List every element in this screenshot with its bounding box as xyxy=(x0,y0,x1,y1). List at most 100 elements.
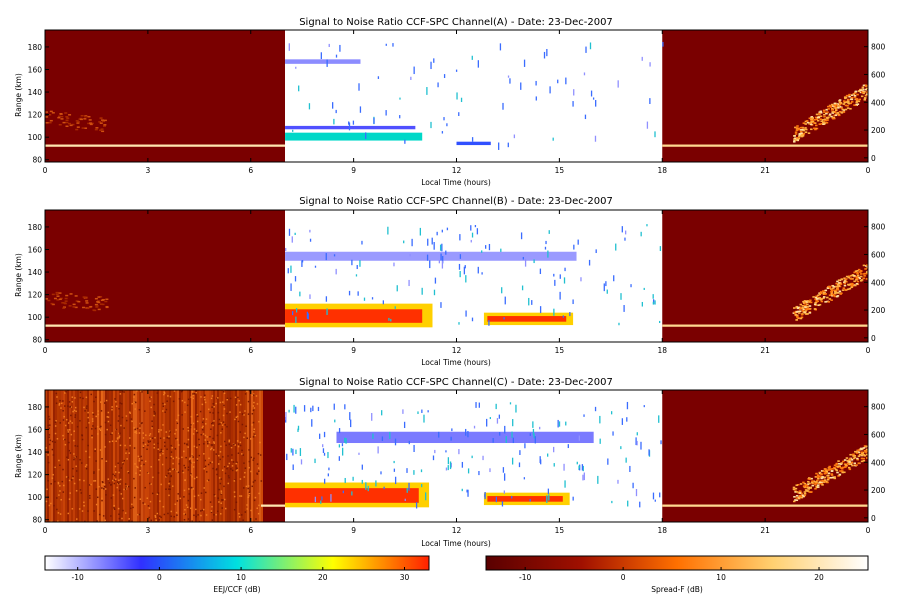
x-tick-label: 6 xyxy=(248,346,253,355)
chart-panel-c: Signal to Noise Ratio CCF-SPC Channel(C)… xyxy=(14,377,886,548)
x-tick-label: 15 xyxy=(555,346,565,355)
y-right-tick-label: 0 xyxy=(871,334,876,343)
x-tick-label: 15 xyxy=(555,166,565,175)
y-tick-label: 100 xyxy=(28,313,43,322)
echo-layer-day xyxy=(285,125,416,130)
echo-layer-day xyxy=(285,251,577,261)
noise-texture xyxy=(45,390,263,522)
x-tick-label: 3 xyxy=(145,526,150,535)
plot-area xyxy=(45,390,868,522)
y-right-tick-label: 0 xyxy=(871,154,876,163)
chart-title: Signal to Noise Ratio CCF-SPC Channel(C)… xyxy=(299,377,613,388)
echo-layer-day xyxy=(285,132,423,141)
colorbar-tick-label: 20 xyxy=(318,573,328,582)
y-tick-label: 120 xyxy=(28,471,43,480)
echo-layer-night xyxy=(45,324,286,327)
chart-title: Signal to Noise Ratio CCF-SPC Channel(A)… xyxy=(299,17,613,28)
x-tick-label: 9 xyxy=(351,346,356,355)
spread-f-plume xyxy=(792,264,868,321)
y-right-tick-label: 400 xyxy=(871,278,886,287)
y-tick-label: 160 xyxy=(28,425,43,434)
y-right-tick-label: 200 xyxy=(871,126,886,135)
y-tick-label: 80 xyxy=(32,336,42,345)
y-tick-label: 100 xyxy=(28,493,43,502)
colorbar-label: Spread-F (dB) xyxy=(651,585,703,594)
y-tick-label: 180 xyxy=(28,403,43,412)
y-tick-label: 160 xyxy=(28,65,43,74)
x-tick-label: 0 xyxy=(43,166,48,175)
echo-speckles xyxy=(288,41,664,150)
x-tick-label: 0 xyxy=(43,526,48,535)
y-tick-label: 120 xyxy=(28,111,43,120)
echo-layer-night xyxy=(45,144,286,147)
echo-layer-day xyxy=(487,316,567,322)
echo-layer-night xyxy=(662,144,868,147)
x-tick-label: 0 xyxy=(866,526,871,535)
x-tick-label: 21 xyxy=(760,166,770,175)
colorbar-tick-label: 20 xyxy=(814,573,824,582)
y-tick-label: 180 xyxy=(28,43,43,52)
colorbar-gradient xyxy=(44,555,430,571)
x-tick-label: 9 xyxy=(351,166,356,175)
echo-layer-day xyxy=(456,141,491,146)
y-right-tick-label: 400 xyxy=(871,98,886,107)
y-tick-label: 140 xyxy=(28,268,43,277)
colorbar-spread-f: Spread-F (dB) -10 0 10 20 xyxy=(485,555,869,594)
y-right-tick-label: 400 xyxy=(871,458,886,467)
x-tick-label: 18 xyxy=(657,166,667,175)
night-region-right xyxy=(662,30,868,162)
y-axis-label: Range (km) xyxy=(14,73,23,117)
x-tick-label: 0 xyxy=(866,166,871,175)
echo-layer-day xyxy=(285,309,423,323)
spread-f-echo xyxy=(45,291,109,312)
echo-layer-night xyxy=(662,324,868,327)
y-right-tick-label: 600 xyxy=(871,250,886,259)
colorbar-tick-label: 30 xyxy=(400,573,410,582)
x-tick-label: 18 xyxy=(657,526,667,535)
y-right-tick-label: 600 xyxy=(871,430,886,439)
x-tick-label: 21 xyxy=(760,346,770,355)
y-axis-label: Range (km) xyxy=(14,253,23,297)
colorbar-label: EEJ/CCF (dB) xyxy=(213,585,260,594)
y-right-tick-label: 200 xyxy=(871,486,886,495)
colorbar-gradient xyxy=(485,555,869,571)
echo-layer-night xyxy=(662,504,868,507)
spread-f-echo xyxy=(45,110,107,133)
chart-panel-a: Signal to Noise Ratio CCF-SPC Channel(A)… xyxy=(14,17,886,187)
y-tick-label: 140 xyxy=(28,448,43,457)
y-right-tick-label: 0 xyxy=(871,514,876,523)
night-region-right xyxy=(662,390,868,522)
colorbar-tick-label: -10 xyxy=(72,573,84,582)
colorbar-tick-label: -10 xyxy=(519,573,531,582)
echo-layer-day xyxy=(285,488,419,503)
x-tick-label: 6 xyxy=(248,526,253,535)
y-tick-label: 180 xyxy=(28,223,43,232)
x-tick-label: 15 xyxy=(555,526,565,535)
y-tick-label: 140 xyxy=(28,88,43,97)
colorbar-tick-label: 0 xyxy=(157,573,162,582)
colorbar-tick-label: 10 xyxy=(716,573,726,582)
y-tick-label: 80 xyxy=(32,516,42,525)
x-tick-label: 0 xyxy=(43,346,48,355)
x-tick-label: 12 xyxy=(452,526,462,535)
y-tick-label: 100 xyxy=(28,133,43,142)
y-axis-label: Range (km) xyxy=(14,434,23,478)
y-tick-label: 80 xyxy=(32,156,42,165)
echo-speckles xyxy=(285,401,662,509)
colorbar-eej: EEJ/CCF (dB) -10 0 10 20 30 xyxy=(44,555,430,594)
colorbar-tick-label: 0 xyxy=(621,573,626,582)
night-region-left xyxy=(45,30,286,162)
x-tick-label: 21 xyxy=(760,526,770,535)
echo-speckles xyxy=(285,224,662,326)
echo-layer-day xyxy=(336,431,594,444)
y-right-tick-label: 800 xyxy=(871,403,886,412)
y-right-tick-label: 600 xyxy=(871,70,886,79)
colorbar-tick-label: 10 xyxy=(236,573,246,582)
echo-layer-day xyxy=(487,496,563,502)
echo-layer-night xyxy=(261,504,286,507)
echo-layer-day xyxy=(285,59,361,64)
spread-f-plume xyxy=(793,84,868,143)
x-tick-label: 9 xyxy=(351,526,356,535)
y-right-tick-label: 200 xyxy=(871,306,886,315)
x-tick-label: 12 xyxy=(452,166,462,175)
